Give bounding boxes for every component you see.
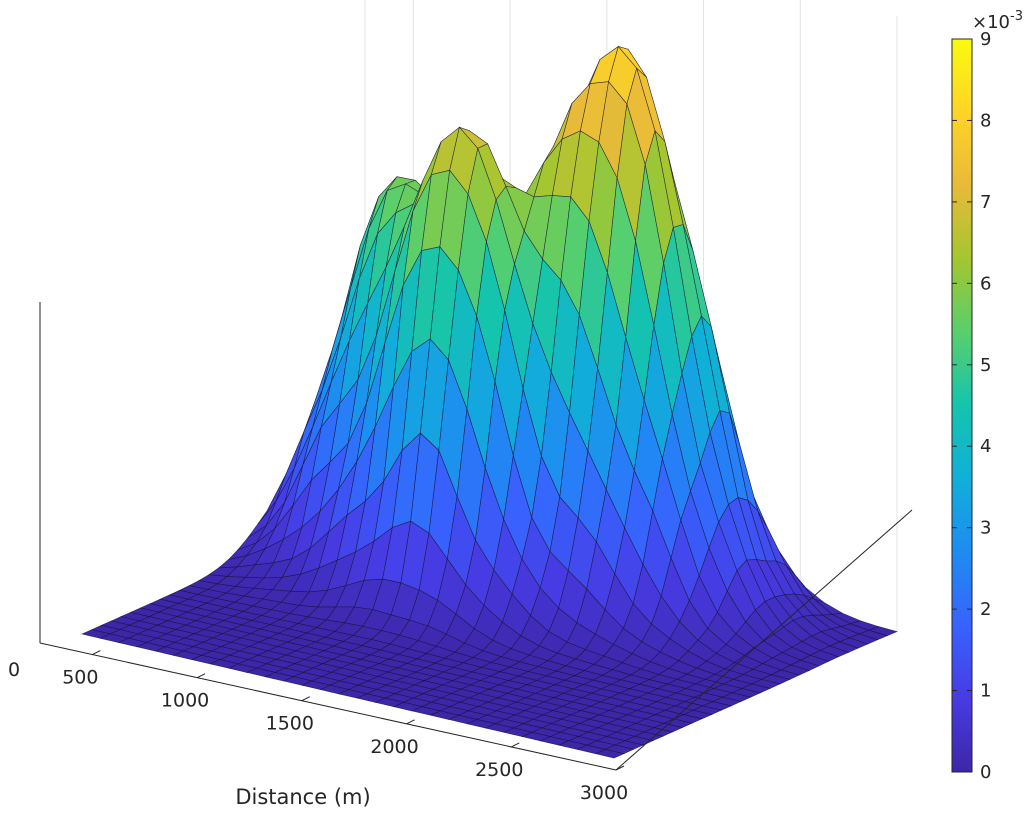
colorbar-tick-label: 2 — [980, 599, 991, 620]
x-axis-tick-mark — [407, 720, 415, 724]
colorbar-multiplier: ×10-3 — [972, 9, 1023, 33]
colorbar-tick-label: 7 — [980, 192, 991, 213]
x-axis-tick-mark — [197, 674, 205, 678]
x-axis-tick-label: 1000 — [161, 690, 209, 712]
colorbar-gradient — [952, 39, 972, 772]
colorbar-tick-label: 0 — [980, 762, 991, 783]
x-axis-tick-label: 2500 — [475, 759, 523, 781]
x-axis-tick-label: 1500 — [266, 713, 314, 735]
colorbar-tick-label: 4 — [980, 436, 991, 457]
x-axis-tick-mark — [92, 651, 100, 655]
x-axis-tick-mark — [302, 697, 310, 701]
x-axis-tick-label: 500 — [62, 667, 98, 689]
x-axis-tick-mark — [511, 743, 519, 747]
x-axis-title: Distance (m) — [235, 785, 370, 809]
z-axis-tick-label: 0 — [8, 659, 20, 681]
colorbar-tick-label: 8 — [980, 110, 991, 131]
x-axis-tick-label: 3000 — [580, 782, 628, 804]
surface-mesh — [82, 47, 897, 759]
x-axis-tick-label: 2000 — [370, 736, 418, 758]
colorbar-tick-label: 1 — [980, 681, 991, 702]
colorbar-tick-label: 3 — [980, 518, 991, 539]
colorbar-tick-label: 6 — [980, 273, 991, 294]
colorbar-tick-label: 5 — [980, 355, 991, 376]
